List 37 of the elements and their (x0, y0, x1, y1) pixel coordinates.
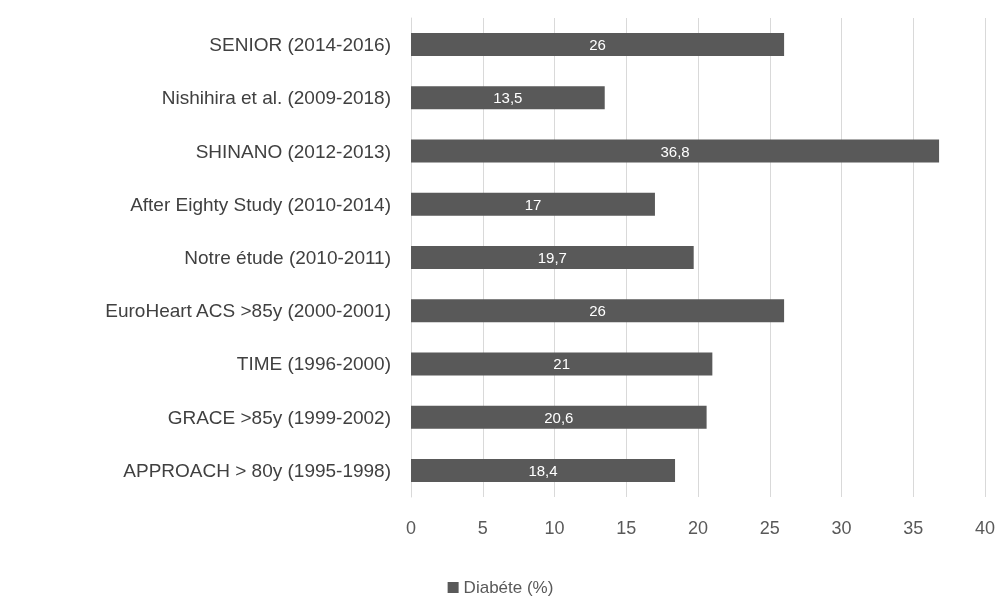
bar (411, 246, 694, 269)
y-tick-label: Notre étude (2010-2011) (184, 247, 391, 268)
bar (411, 33, 785, 57)
data-label: 36,8 (660, 142, 690, 160)
x-tick-label: 40 (974, 518, 996, 538)
y-tick-label: Nishihira et al. (2009-2018) (161, 87, 391, 109)
data-label: 13,5 (493, 89, 523, 107)
bar (411, 86, 605, 110)
y-tick-label: EuroHeart ACS >85y (2000-2001) (105, 300, 391, 322)
y-tick-label: GRACE >85y (1999-2002) (167, 406, 391, 428)
data-label: 20,6 (544, 408, 574, 426)
x-tick-label: 10 (544, 518, 565, 538)
y-tick-label: APPROACH > 80y (1995-1998) (123, 459, 391, 481)
x-tick-label: 25 (759, 518, 780, 538)
data-label: 26 (589, 36, 606, 54)
x-tick-label: 20 (687, 518, 709, 538)
x-tick-label: 30 (831, 518, 852, 538)
x-tick-label: 5 (477, 518, 488, 538)
y-tick-label: SHINANO (2012-2013) (195, 140, 391, 162)
bar (411, 299, 785, 323)
x-tick-label: 35 (903, 518, 924, 538)
y-tick-label: TIME (1996-2000) (236, 353, 391, 375)
data-label: 26 (589, 302, 606, 320)
data-label: 21 (553, 355, 571, 373)
y-tick-label: After Eighty Study (2010-2014) (130, 193, 391, 215)
legend-label: Diabéte (%) (463, 578, 554, 597)
bar (411, 139, 940, 163)
data-label: 18,4 (528, 461, 558, 479)
x-tick-label: 0 (405, 518, 417, 538)
bar (411, 192, 655, 216)
bar (411, 458, 676, 482)
bar (411, 405, 707, 429)
x-tick-label: 15 (616, 518, 637, 538)
bar (411, 352, 713, 376)
data-label: 17 (524, 195, 542, 213)
data-label: 19,7 (537, 249, 567, 266)
y-tick-label: SENIOR (2014-2016) (209, 34, 391, 56)
